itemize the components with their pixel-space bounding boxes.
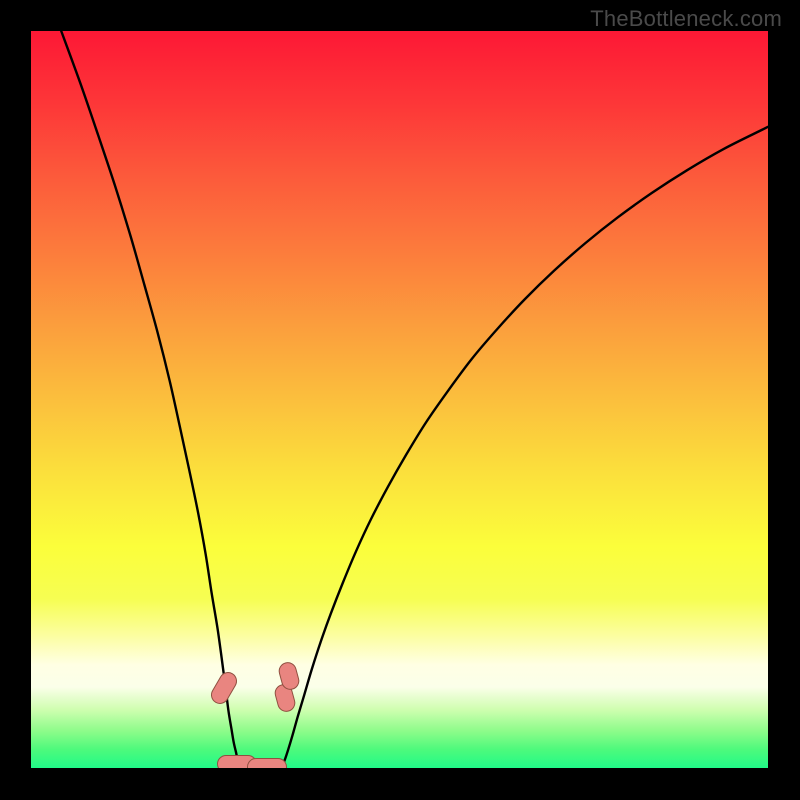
marker-0 xyxy=(208,669,241,707)
watermark-text: TheBottleneck.com xyxy=(590,6,782,32)
plot-area xyxy=(31,31,768,768)
markers-layer xyxy=(31,31,768,768)
marker-2 xyxy=(247,758,287,768)
